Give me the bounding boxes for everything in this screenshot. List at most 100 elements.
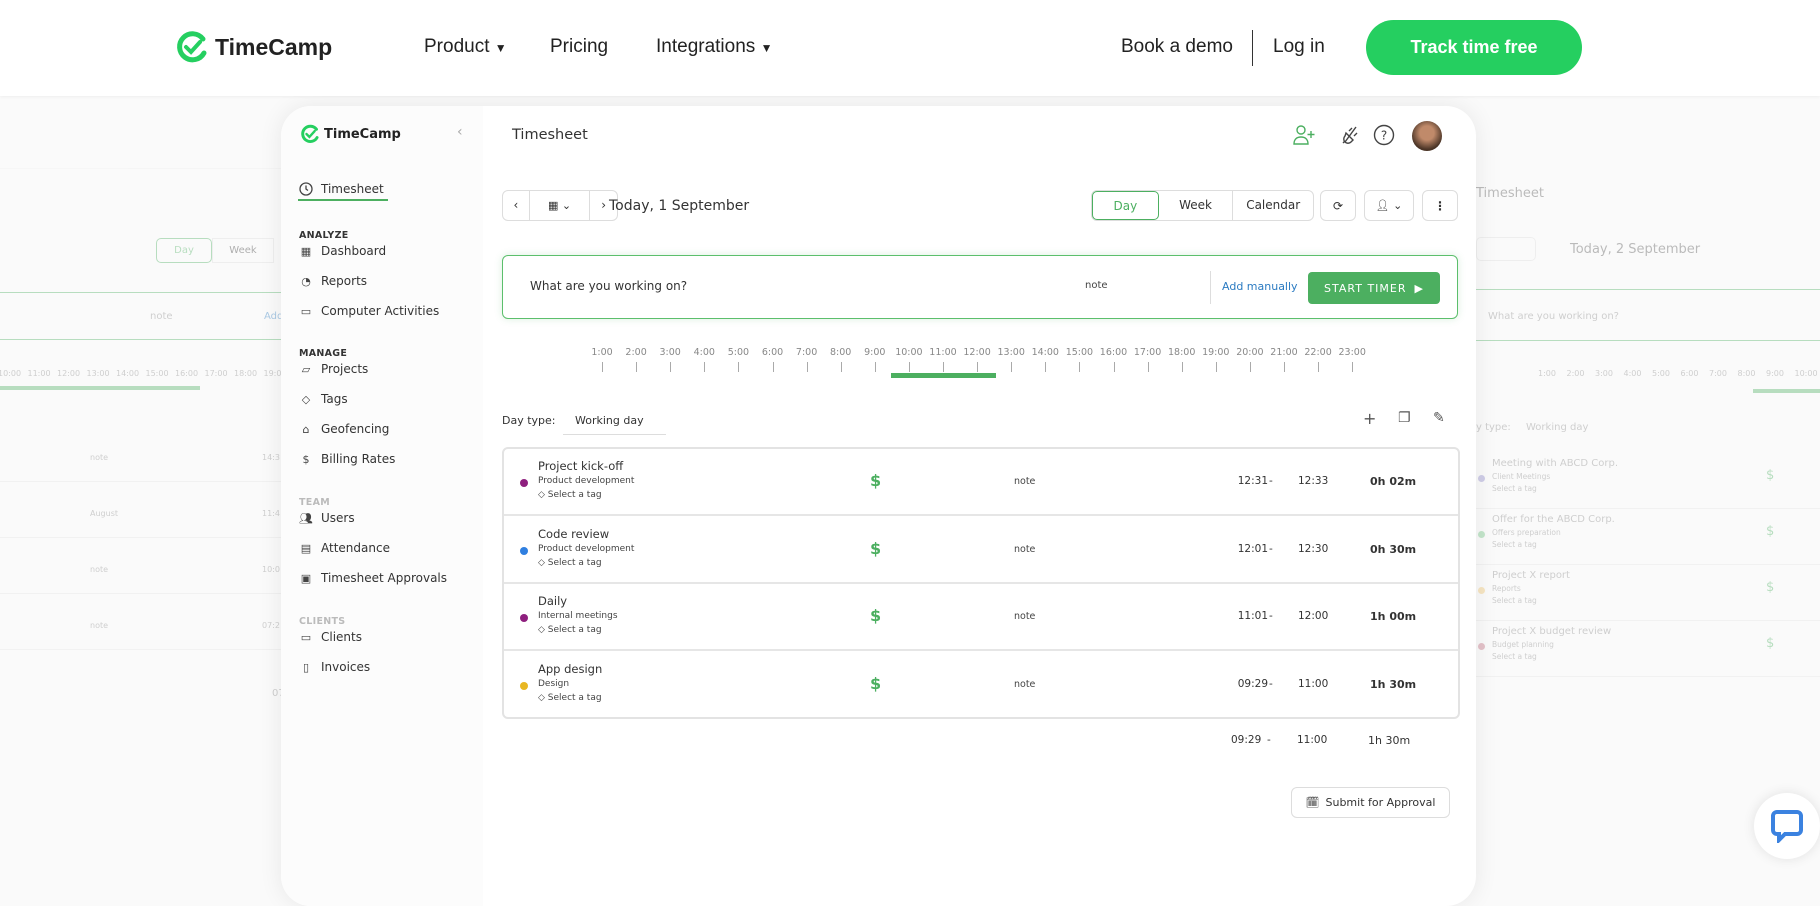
previous-day-button[interactable]: ‹	[503, 191, 530, 220]
ghost-row-divider	[0, 649, 290, 650]
book-demo-link[interactable]: Book a demo	[1121, 36, 1233, 57]
sidebar-item-reports[interactable]: ◔ Reports	[299, 274, 367, 288]
ghost-note: note	[150, 311, 173, 322]
entry-project[interactable]: Product development	[538, 543, 635, 554]
view-tab-calendar[interactable]: Calendar	[1246, 198, 1301, 212]
nav-product[interactable]: Product ▼	[424, 36, 507, 58]
time-entry-row[interactable]: App design Design ◇ Select a tag $ note 09:29…	[504, 652, 1458, 717]
task-input[interactable]: What are you working on?	[530, 279, 688, 293]
login-link[interactable]: Log in	[1273, 36, 1325, 57]
entry-duration[interactable]: 1h 30m	[1370, 677, 1417, 691]
sidebar-item-clients[interactable]: ▭ Clients	[299, 630, 362, 644]
entry-duration[interactable]: 1h 00m	[1370, 610, 1417, 623]
select-tag-label: Select a tag	[547, 625, 602, 635]
entry-start[interactable]: 09:29	[1237, 677, 1268, 690]
timecamp-logo[interactable]: TimeCamp	[175, 30, 332, 64]
collapse-sidebar-icon[interactable]: ‹	[457, 124, 463, 140]
ghost-timeline-label: 17:00	[204, 369, 228, 378]
sidebar-item-dashboard[interactable]: ▦ Dashboard	[299, 244, 386, 258]
sidebar-item-projects[interactable]: ▱ Projects	[299, 362, 369, 376]
ghost-row-divider	[0, 593, 290, 594]
entry-note[interactable]: note	[1014, 543, 1036, 555]
user-select-button[interactable]: 👤︎ ⌄	[1364, 190, 1414, 221]
select-tag-button[interactable]: ◇ Select a tag	[538, 558, 602, 568]
ghost-timeline-label: 8:00	[1737, 369, 1756, 378]
day-type-select[interactable]: Working day	[563, 414, 666, 435]
view-tab-day[interactable]: Day	[1092, 191, 1159, 220]
nav-pricing[interactable]: Pricing	[550, 36, 609, 57]
calendar-check-icon: 🗓︎	[1305, 796, 1320, 809]
ghost-timeline-label: 11:00	[27, 369, 51, 378]
chat-widget-button[interactable]	[1754, 793, 1820, 859]
entry-end[interactable]: 12:30	[1298, 542, 1329, 555]
entry-title[interactable]: Code review	[538, 526, 610, 541]
entry-end[interactable]: 11:00	[1298, 677, 1329, 690]
entry-project[interactable]: Design	[538, 678, 570, 689]
time-entry-row[interactable]: Code review Product development ◇ Select a…	[504, 517, 1458, 584]
user-avatar[interactable]	[1412, 121, 1442, 151]
time-entry-row[interactable]: Daily Internal meetings ◇ Select a tag $ not…	[504, 584, 1458, 651]
sidebar-item-billing-rates[interactable]: $ Billing Rates	[299, 452, 396, 466]
add-entry-icon[interactable]: +	[1363, 409, 1377, 428]
top-navigation: TimeCamp Product ▼ Pricing Integrations …	[0, 0, 1820, 96]
ghost-timeline-label: 5:00	[1652, 369, 1670, 378]
billing-rates-icon: $	[302, 452, 310, 466]
select-tag-button[interactable]: ◇ Select a tag	[538, 693, 602, 703]
sidebar-item-geofencing[interactable]: ⌂ Geofencing	[299, 422, 390, 436]
note-input[interactable]: note	[1085, 280, 1108, 291]
entry-note[interactable]: note	[1014, 678, 1036, 690]
entry-duration[interactable]: 0h 30m	[1370, 542, 1417, 556]
timeline-tick	[1249, 362, 1251, 372]
sidebar-logo[interactable]: TimeCamp	[300, 124, 401, 144]
nav-integrations[interactable]: Integrations ▼	[656, 36, 772, 58]
sidebar-item-timesheet[interactable]: Timesheet	[299, 182, 384, 196]
entry-title[interactable]: Daily	[538, 594, 568, 608]
copy-icon[interactable]: ❐	[1398, 410, 1411, 426]
ghost-timeline-label: 13:00	[86, 369, 110, 378]
submit-for-approval-button[interactable]: 🗓︎ Submit for Approval	[1291, 787, 1450, 818]
help-icon[interactable]: ?	[1373, 124, 1395, 146]
add-manually-link[interactable]: Add manually	[1222, 280, 1298, 293]
track-time-free-button[interactable]: Track time free	[1366, 20, 1582, 75]
time-entry-row[interactable]: Project kick-off Product development ◇ Sel…	[504, 449, 1458, 516]
select-tag-button[interactable]: ◇ Select a tag	[538, 625, 602, 635]
entry-start[interactable]: 12:01	[1237, 542, 1268, 555]
timeline-tick	[874, 362, 876, 372]
plugin-icon[interactable]	[1340, 124, 1362, 146]
nav-divider	[1252, 30, 1253, 66]
billable-icon[interactable]: $	[870, 606, 882, 625]
view-tab-week[interactable]: Week	[1159, 191, 1234, 220]
sidebar-item-invoices[interactable]: ▯ Invoices	[299, 660, 370, 674]
entry-end[interactable]: 12:33	[1298, 475, 1329, 487]
start-timer-button[interactable]: START TIMER ▶	[1308, 272, 1440, 304]
entry-note[interactable]: note	[1014, 611, 1036, 622]
entry-start[interactable]: 11:01	[1237, 610, 1268, 622]
entry-title[interactable]: Project kick-off	[538, 459, 624, 473]
billable-icon[interactable]: $	[870, 538, 882, 558]
entry-project[interactable]: Product development	[538, 476, 635, 486]
entry-title[interactable]: App design	[538, 661, 603, 676]
timeline-tick	[806, 362, 808, 372]
sidebar-item-users[interactable]: 👥︎ Users	[299, 511, 355, 525]
sidebar-item-attendance[interactable]: ▤ Attendance	[299, 541, 390, 555]
entry-note[interactable]: note	[1014, 476, 1036, 487]
sidebar-item-tags[interactable]: ◇ Tags	[299, 392, 348, 406]
billable-icon[interactable]: $	[870, 471, 882, 490]
select-tag-button[interactable]: ◇ Select a tag	[538, 490, 602, 500]
ghost-row-note: August	[90, 509, 118, 518]
entry-end[interactable]: 12:00	[1298, 610, 1329, 622]
calendar-dropdown[interactable]: ▦ ⌄	[530, 191, 591, 220]
ghost-row-time: 14:3	[262, 453, 280, 462]
entry-project[interactable]: Internal meetings	[538, 611, 618, 621]
edit-icon[interactable]: ✎	[1433, 410, 1445, 426]
refresh-button[interactable]: ⟳	[1320, 190, 1356, 221]
billable-icon[interactable]: $	[870, 673, 882, 693]
entry-start[interactable]: 12:31	[1237, 475, 1268, 487]
sidebar-item-computer-activities[interactable]: ▭ Computer Activities	[299, 304, 439, 318]
next-day-button[interactable]: ›	[601, 198, 607, 212]
more-options-button[interactable]: ⋮	[1422, 190, 1458, 221]
view-switcher: Day Week Calendar	[1091, 190, 1314, 221]
add-user-icon[interactable]	[1292, 124, 1316, 146]
sidebar-item-timesheet-approvals[interactable]: ▣ Timesheet Approvals	[299, 571, 447, 585]
entry-duration[interactable]: 0h 02m	[1370, 475, 1417, 488]
